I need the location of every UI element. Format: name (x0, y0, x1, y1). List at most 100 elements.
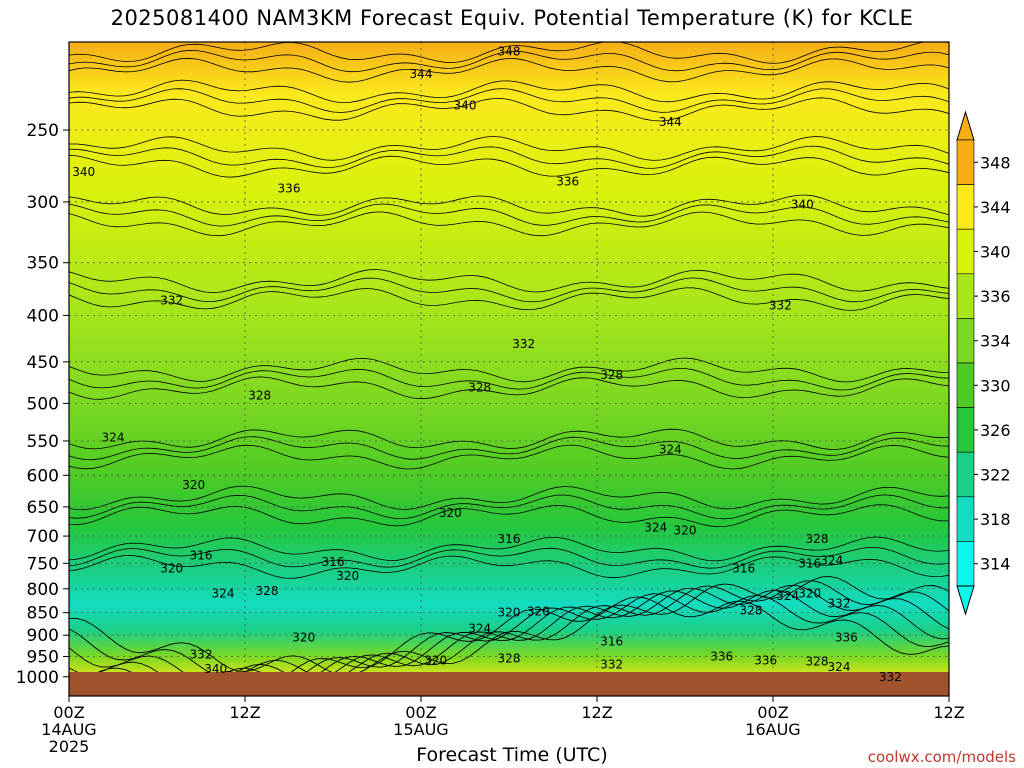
contour-label: 320 (498, 606, 521, 620)
contour-line (69, 154, 949, 178)
colorbar-swatch (956, 273, 975, 319)
contour-label: 332 (190, 647, 213, 661)
contour-line (69, 97, 949, 122)
contour-line (69, 269, 949, 294)
contour-label: 324 (644, 521, 667, 535)
y-tick-label: 600 (27, 466, 59, 486)
contour-label: 328 (498, 652, 521, 666)
contour-line (69, 357, 949, 383)
contour-label: 324 (102, 430, 125, 444)
contour-label: 320 (439, 506, 462, 520)
contour-label: 328 (468, 380, 491, 394)
contour-line (69, 203, 949, 227)
y-tick-label: 800 (27, 580, 59, 600)
colorbar-bottom-arrow (956, 585, 975, 616)
contour-line (69, 546, 949, 569)
contour-label: 320 (674, 523, 697, 537)
colorbar-swatch (956, 407, 975, 453)
contour-label: 328 (256, 584, 279, 598)
contour-line (69, 376, 949, 400)
contour-label: 320 (292, 630, 315, 644)
y-tick-label: 1000 (16, 668, 59, 688)
x-tick-label: 2025 (49, 737, 90, 756)
contour-label: 320 (160, 562, 183, 576)
contour-label: 336 (710, 650, 733, 664)
colorbar-swatch (956, 496, 975, 542)
credit-link[interactable]: coolwx.com/models (867, 748, 1016, 766)
contour-label: 324 (820, 554, 843, 568)
contour-label: 316 (322, 555, 345, 569)
contour-label: 344 (410, 67, 433, 81)
colorbar-label: 340 (980, 243, 1011, 262)
contour-lines (69, 42, 949, 696)
contour-line (69, 194, 949, 217)
contour-line (69, 436, 949, 461)
colorbar-swatch (956, 541, 975, 587)
ground-area (69, 672, 949, 696)
y-axis: 2503003504004505005506006507007508008509… (16, 121, 69, 688)
plot-frame (68, 41, 950, 697)
y-tick-label: 550 (27, 432, 59, 452)
contour-label: 328 (248, 388, 271, 402)
contour-line (69, 428, 949, 450)
y-tick-label: 400 (27, 306, 59, 326)
x-tick-label: 12Z (581, 703, 612, 722)
contour-label: 340 (454, 99, 477, 113)
contour-label: 328 (740, 603, 763, 617)
contour-line (69, 145, 949, 169)
contour-line (69, 368, 949, 391)
contour-line (69, 136, 949, 161)
colorbar-label: 318 (980, 510, 1011, 529)
y-tick-label: 500 (27, 394, 59, 414)
x-tick-label: 00Z (53, 703, 84, 722)
contour-line (69, 444, 949, 470)
contour-label: 324 (659, 442, 682, 456)
contour-label: 336 (556, 175, 579, 189)
contour-label: 324 (468, 622, 491, 636)
contour-label: 316 (498, 532, 521, 546)
colorbar-label: 348 (980, 153, 1011, 172)
colorbar-label: 334 (980, 332, 1011, 351)
colorbar-swatch (956, 184, 975, 230)
contour-label: 332 (600, 658, 623, 672)
contour-label: 332 (769, 298, 792, 312)
contour-label: 336 (835, 630, 858, 644)
contour-label: 344 (659, 115, 682, 129)
x-tick-label: 14AUG (41, 720, 96, 739)
colorbar-label: 314 (980, 555, 1011, 574)
contour-label: 340 (791, 198, 814, 212)
x-tick-label: 00Z (405, 703, 436, 722)
contour-label: 348 (498, 45, 521, 59)
contour-line (69, 504, 949, 528)
contour-label: 328 (806, 532, 829, 546)
contour-line (69, 42, 949, 64)
x-tick-label: 12Z (229, 703, 260, 722)
colorbar-label: 326 (980, 421, 1011, 440)
colorbar-label: 344 (980, 198, 1011, 217)
y-tick-label: 300 (27, 193, 59, 213)
y-tick-label: 750 (27, 554, 59, 574)
contour-line (69, 287, 949, 311)
contour-label: 332 (160, 293, 183, 307)
contour-line (69, 79, 949, 104)
contour-label: 324 (828, 660, 851, 674)
colorbar-top-arrow (956, 110, 975, 141)
colorbar-swatch (956, 362, 975, 408)
contour-line (69, 277, 949, 303)
contour-label: 340 (204, 662, 227, 676)
contour-label: 324 (212, 587, 235, 601)
contour-label: 328 (806, 654, 829, 668)
y-tick-label: 450 (27, 353, 59, 373)
colorbar-swatch (956, 318, 975, 364)
contour-line (69, 88, 949, 113)
contour-label: 316 (732, 562, 755, 576)
colorbar-legend: 348 344 340 336 334 330 326 322 318 314 (956, 110, 1011, 616)
contour-line (69, 555, 949, 579)
contour-label: 320 (336, 569, 359, 583)
contour-label: 332 (879, 670, 902, 684)
colorbar-label: 336 (980, 287, 1011, 306)
contour-label: 320 (182, 478, 205, 492)
